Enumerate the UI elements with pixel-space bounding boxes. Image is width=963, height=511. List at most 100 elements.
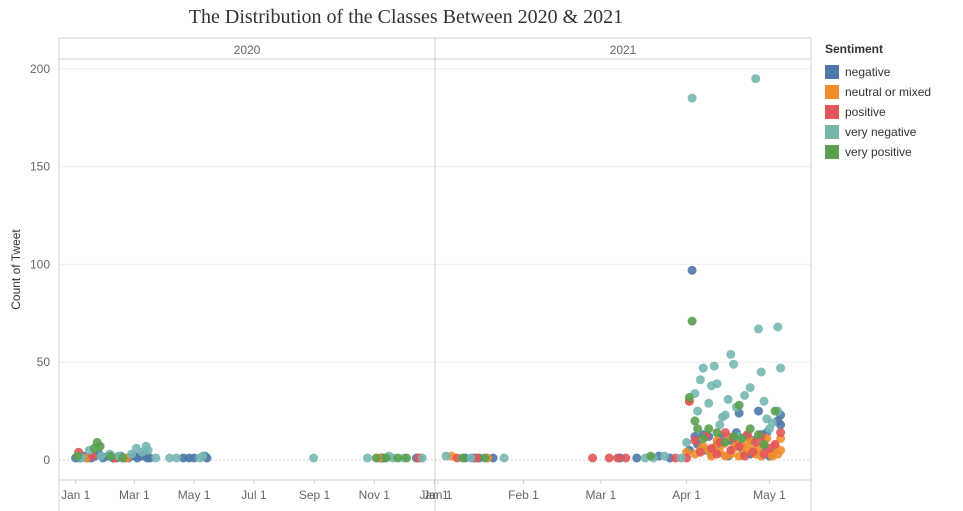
y-tick-label: 0: [43, 453, 50, 467]
point-very-negative: [740, 390, 750, 400]
point-very-negative: [660, 451, 669, 461]
point-very-positive: [712, 428, 722, 438]
chart-title: The Distribution of the Classes Between …: [188, 6, 624, 28]
legend-swatch: [825, 145, 839, 159]
point-very-negative: [754, 324, 763, 334]
point-very-positive: [73, 451, 83, 461]
point-very-positive: [698, 434, 708, 443]
x-tick-label: Jan 1: [423, 488, 453, 502]
panel-header-2021: 2021: [610, 43, 637, 57]
legend-items: negative neutral or mixed positive very neg…: [825, 62, 931, 162]
point-positive: [748, 447, 758, 457]
point-very-positive: [770, 406, 780, 416]
point-positive: [621, 453, 631, 463]
x-tick-label: Jan 1: [61, 488, 91, 502]
point-positive: [604, 453, 614, 463]
point-very-positive: [690, 416, 700, 426]
point-very-negative: [693, 406, 703, 416]
point-very-positive: [402, 453, 412, 463]
point-very-negative: [726, 349, 736, 359]
legend-item[interactable]: neutral or mixed: [825, 82, 931, 102]
point-very-negative: [773, 322, 783, 332]
point-very-negative: [776, 363, 786, 373]
point-very-negative: [172, 453, 181, 463]
legend-title: Sentiment: [825, 42, 884, 56]
point-very-negative: [698, 363, 708, 373]
x-tick-label: Jan 1: [419, 488, 449, 502]
point-very-negative: [441, 451, 451, 461]
legend-item[interactable]: very positive: [825, 142, 931, 162]
x-tick-label: Jul 1: [241, 488, 267, 502]
point-neutral-or-mixed: [776, 445, 786, 455]
panel-header-2020: 2020: [234, 43, 261, 57]
y-axis-label: Count of Tweet: [9, 229, 23, 310]
point-very-positive: [458, 453, 468, 463]
legend-label: neutral or mixed: [845, 85, 932, 99]
point-very-positive: [745, 424, 755, 434]
point-very-positive: [480, 453, 490, 463]
legend-label: positive: [845, 105, 886, 119]
point-positive: [770, 439, 780, 449]
point-very-positive: [393, 453, 403, 463]
x-tick-label: Sep 1: [299, 488, 331, 502]
point-very-negative: [417, 453, 427, 463]
point-positive: [776, 428, 786, 438]
point-very-negative: [745, 383, 755, 393]
point-very-negative: [720, 410, 730, 420]
point-very-negative: [712, 379, 722, 389]
point-positive: [759, 449, 769, 459]
point-negative: [776, 420, 786, 430]
legend-label: very positive: [845, 145, 912, 159]
x-tick-label: Mar 1: [119, 488, 150, 502]
point-very-negative: [751, 74, 761, 84]
point-very-negative: [466, 453, 476, 463]
point-very-positive: [381, 453, 391, 463]
point-very-positive: [687, 316, 697, 326]
point-very-negative: [715, 420, 725, 430]
point-very-negative: [198, 451, 208, 461]
point-very-negative: [309, 453, 319, 463]
x-tick-label: May 1: [753, 488, 786, 502]
point-positive: [740, 451, 750, 461]
x-tick-label: May 1: [178, 488, 211, 502]
legend-label: very negative: [845, 125, 917, 139]
point-negative: [687, 265, 697, 275]
scatter-chart: 0 50 100 150 200 Count of Tweet 2020 Jan 1 Mar 1…: [9, 37, 812, 511]
point-very-positive: [95, 441, 105, 451]
legend: Sentiment negative neutral or mixed positi…: [825, 42, 931, 162]
point-very-negative: [767, 418, 777, 428]
x-tick-label: Feb 1: [508, 488, 539, 502]
point-very-positive: [106, 451, 116, 461]
point-very-negative: [165, 453, 175, 463]
legend-swatch: [825, 125, 839, 139]
point-positive: [734, 441, 744, 451]
y-tick-label: 50: [37, 355, 51, 369]
point-very-positive: [737, 434, 747, 443]
point-very-positive: [118, 453, 128, 463]
point-positive: [695, 447, 705, 457]
legend-item[interactable]: very negative: [825, 122, 931, 142]
point-positive: [751, 437, 761, 447]
point-positive: [588, 453, 598, 463]
legend-item[interactable]: positive: [825, 102, 931, 122]
point-very-positive: [704, 424, 714, 434]
point-very-negative: [709, 361, 719, 371]
legend-item[interactable]: negative: [825, 62, 931, 82]
point-very-positive: [754, 430, 763, 440]
legend-swatch: [825, 85, 839, 99]
point-very-negative: [143, 445, 153, 455]
point-very-positive: [371, 453, 381, 463]
point-very-negative: [695, 375, 705, 385]
point-very-negative: [682, 437, 692, 447]
point-positive: [690, 435, 700, 445]
point-very-negative: [759, 396, 769, 406]
point-very-positive: [646, 451, 656, 461]
point-very-negative: [362, 453, 372, 463]
point-very-negative: [687, 93, 697, 103]
point-positive: [707, 443, 716, 453]
point-negative: [632, 453, 642, 463]
point-positive: [613, 453, 622, 463]
point-very-positive: [734, 400, 744, 410]
point-very-negative: [729, 359, 739, 369]
